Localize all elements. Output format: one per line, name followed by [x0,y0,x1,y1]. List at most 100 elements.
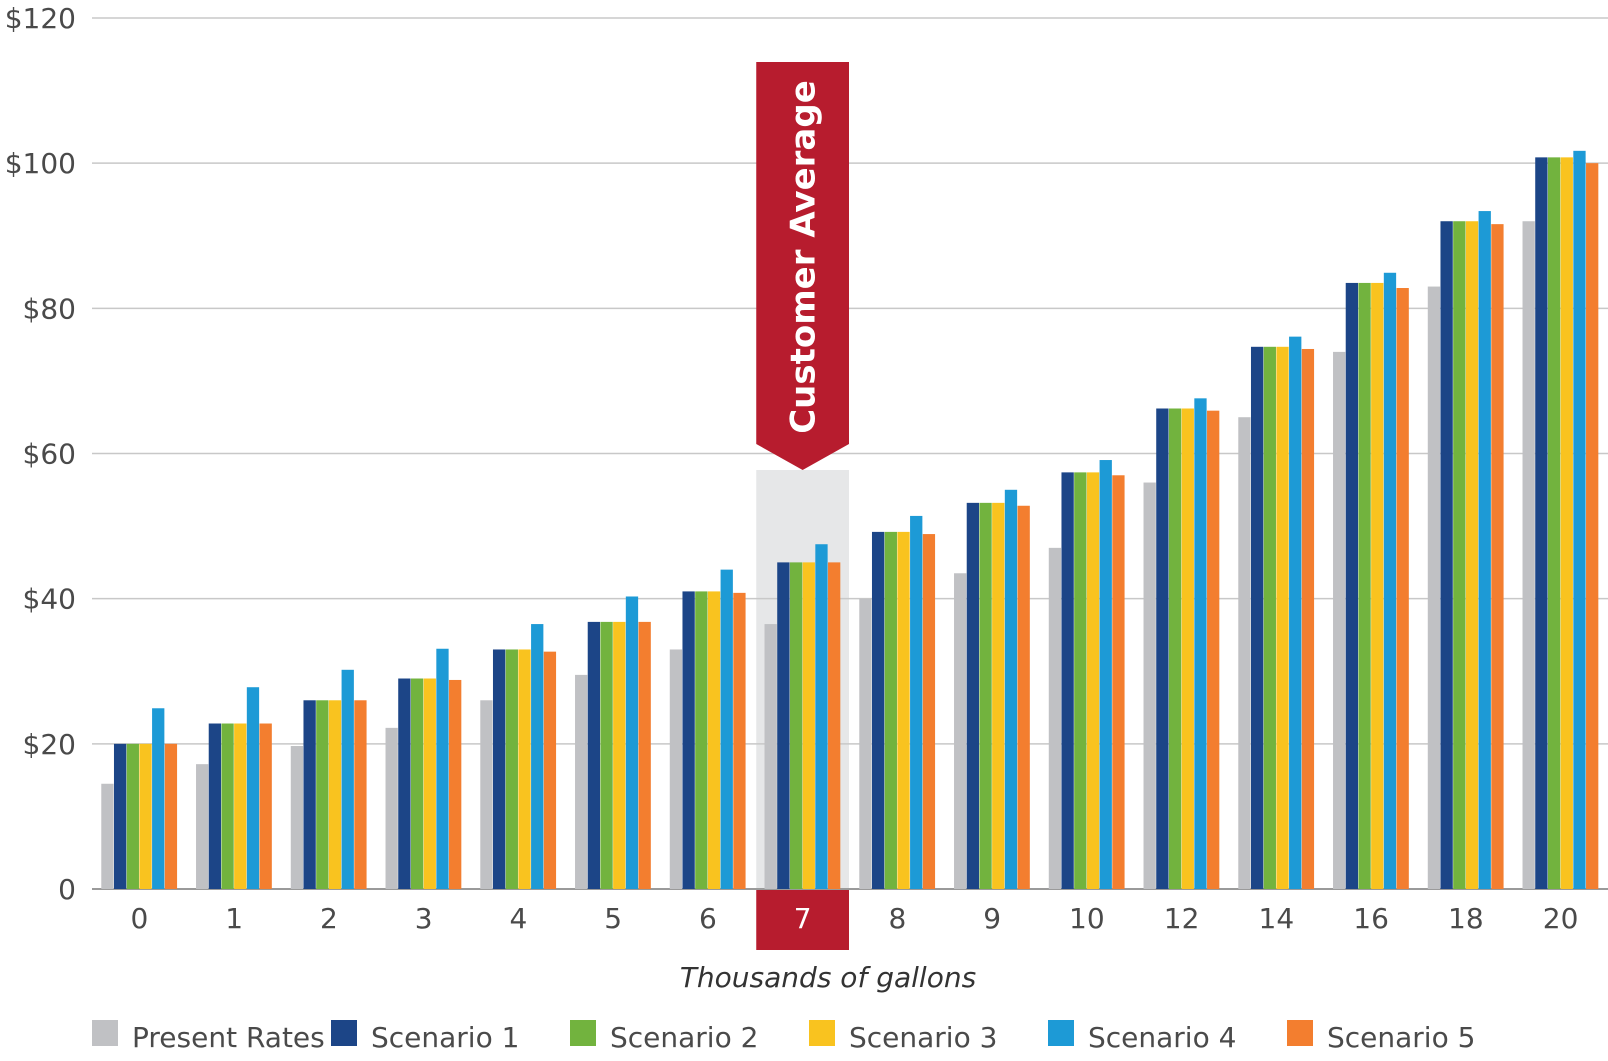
x-tick-label: 8 [888,902,906,935]
bar [164,743,178,889]
customer-average-label: Customer Average [784,80,824,434]
bar [423,678,436,889]
x-tick-label: 2 [320,902,338,935]
bar [1547,157,1561,890]
bar [152,708,165,889]
legend-swatch [1048,1020,1074,1046]
bar [1440,221,1453,889]
bar [1112,475,1125,889]
bar [979,502,992,889]
bar [600,621,613,889]
bar [480,700,493,889]
x-tick-label: 3 [415,902,433,935]
bar [316,700,329,889]
y-tick-label: $60 [23,438,76,471]
bar [575,674,588,889]
y-tick-label: $20 [23,728,76,761]
legend-swatch [809,1020,835,1046]
legend-swatch [92,1020,118,1046]
bar [1491,224,1504,890]
bar [1560,157,1573,890]
x-tick-label: 18 [1448,902,1484,935]
bar [505,649,518,889]
bar [1301,348,1315,890]
bar [638,621,651,889]
bar [1289,336,1302,889]
bar [290,746,304,889]
legend-label: Scenario 1 [371,1021,519,1054]
bar [1535,157,1548,890]
bar [492,649,506,889]
legend-swatch [331,1020,357,1046]
bar [354,700,367,889]
bar [385,727,398,889]
bar [1465,221,1479,889]
bars-layer [101,150,1599,890]
bar [669,649,683,889]
bar [1086,472,1100,889]
bar [328,700,342,889]
x-tick-label: 9 [983,902,1001,935]
bar [449,679,462,889]
bar [1168,408,1182,889]
bar [1143,482,1156,889]
bar [1250,346,1264,889]
bar [221,723,234,889]
bar [1371,282,1384,889]
bar [1383,272,1397,890]
customer-average-banner [756,62,849,470]
bar [828,562,841,889]
bar [859,598,872,889]
bar [1061,472,1074,889]
bar [789,562,803,889]
bar [259,723,272,889]
bar [682,591,695,889]
bar [733,592,746,889]
bar [966,502,980,889]
x-tick-label: 14 [1259,902,1295,935]
bar [1181,408,1194,889]
bar [398,678,411,889]
bar [1478,211,1491,890]
x-tick-label: 1 [225,902,243,935]
bar [518,649,531,889]
legend: Present Rates Scenario 1 Scenario 2 Scenari… [92,1020,1475,1054]
bar [802,562,815,889]
bar [234,723,247,889]
bar [707,591,721,889]
x-tick-label: 16 [1353,902,1389,935]
bar [208,723,222,889]
bar [764,624,777,889]
bar [531,624,544,889]
x-tick-label: 6 [699,902,717,935]
x-tick-label: 7 [794,902,812,935]
bar [1427,286,1441,889]
bar [815,544,828,889]
bar [196,764,209,889]
legend-label: Scenario 2 [610,1021,758,1054]
bar [910,515,923,889]
x-tick-label: 0 [130,902,148,935]
x-tick-label: 10 [1069,902,1105,935]
bar [1099,460,1112,889]
bar [1004,489,1018,889]
bar [543,651,557,889]
highlight-tick-box [756,890,849,950]
highlight-banner-layer: Customer Average [756,62,849,470]
bar [246,687,260,889]
bar [1074,472,1087,889]
bar [126,743,139,889]
bar [1263,346,1276,889]
x-tick-label: 20 [1543,902,1579,935]
bar [113,743,127,889]
bar [1238,417,1251,889]
bar [695,591,708,889]
legend-swatch [1287,1020,1313,1046]
legend-swatch [570,1020,596,1046]
bar [992,502,1005,889]
y-tick-label: $80 [23,292,76,325]
bar [1194,398,1207,889]
bar [1453,221,1466,889]
bar [1586,163,1599,889]
